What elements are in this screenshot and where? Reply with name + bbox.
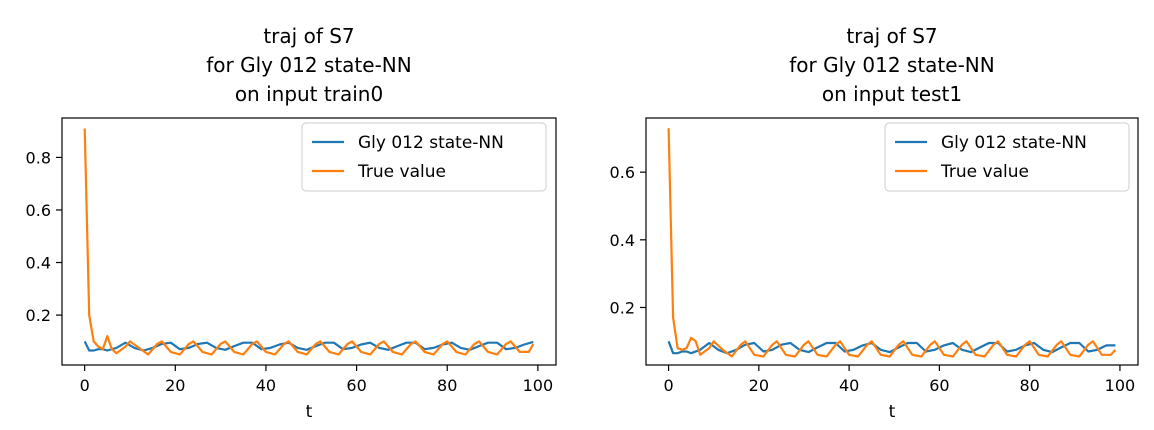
y-tick-label: 0.4 — [26, 254, 51, 273]
legend-label-1: Gly 012 state-NN — [941, 133, 1087, 153]
x-tick-label: 20 — [749, 376, 769, 395]
y-tick-label: 0.8 — [26, 148, 51, 167]
y-tick-label: 0.2 — [610, 298, 635, 317]
y-tick-label: 0.4 — [610, 231, 635, 250]
x-axis-label: t — [306, 402, 313, 422]
x-tick-label: 0 — [80, 376, 90, 395]
x-tick-label: 0 — [663, 376, 673, 395]
x-tick-label: 20 — [165, 376, 185, 395]
x-tick-label: 40 — [256, 376, 276, 395]
x-tick-label: 60 — [346, 376, 366, 395]
legend-label-1: Gly 012 state-NN — [358, 133, 504, 153]
chart-1: traj of S7 for Gly 012 state-NN on input t… — [26, 24, 557, 422]
chart-title-line: traj of S7 — [846, 24, 937, 48]
x-tick-label: 100 — [523, 376, 554, 395]
x-axis-label: t — [889, 402, 896, 422]
y-tick-label: 0.2 — [26, 306, 51, 325]
chart-title-line: on input test1 — [822, 82, 962, 106]
plot-frame — [645, 117, 1139, 366]
legend-box — [884, 122, 1130, 192]
legend-label-2: True value — [940, 162, 1029, 182]
y-tick-label: 0.6 — [26, 201, 51, 220]
x-tick-label: 40 — [839, 376, 859, 395]
chart-title-line: for Gly 012 state-NN — [789, 53, 994, 77]
chart-title-line: traj of S7 — [263, 24, 354, 48]
x-tick-label: 60 — [929, 376, 949, 395]
chart-title-line: on input train0 — [235, 82, 383, 106]
x-tick-label: 100 — [1105, 376, 1136, 395]
legend-box — [301, 122, 547, 192]
plot-frame — [61, 117, 557, 366]
legend: Gly 012 state-NN True value — [884, 122, 1130, 192]
x-tick-label: 80 — [437, 376, 457, 395]
chart-title-line: for Gly 012 state-NN — [206, 53, 411, 77]
series-line-2 — [667, 128, 1117, 358]
series-line-2 — [83, 128, 535, 356]
chart-2: traj of S7 for Gly 012 state-NN on input t… — [610, 24, 1139, 422]
legend: Gly 012 state-NN True value — [301, 122, 547, 192]
legend-label-2: True value — [357, 162, 446, 182]
x-tick-label: 80 — [1019, 376, 1039, 395]
y-tick-label: 0.6 — [610, 163, 635, 182]
